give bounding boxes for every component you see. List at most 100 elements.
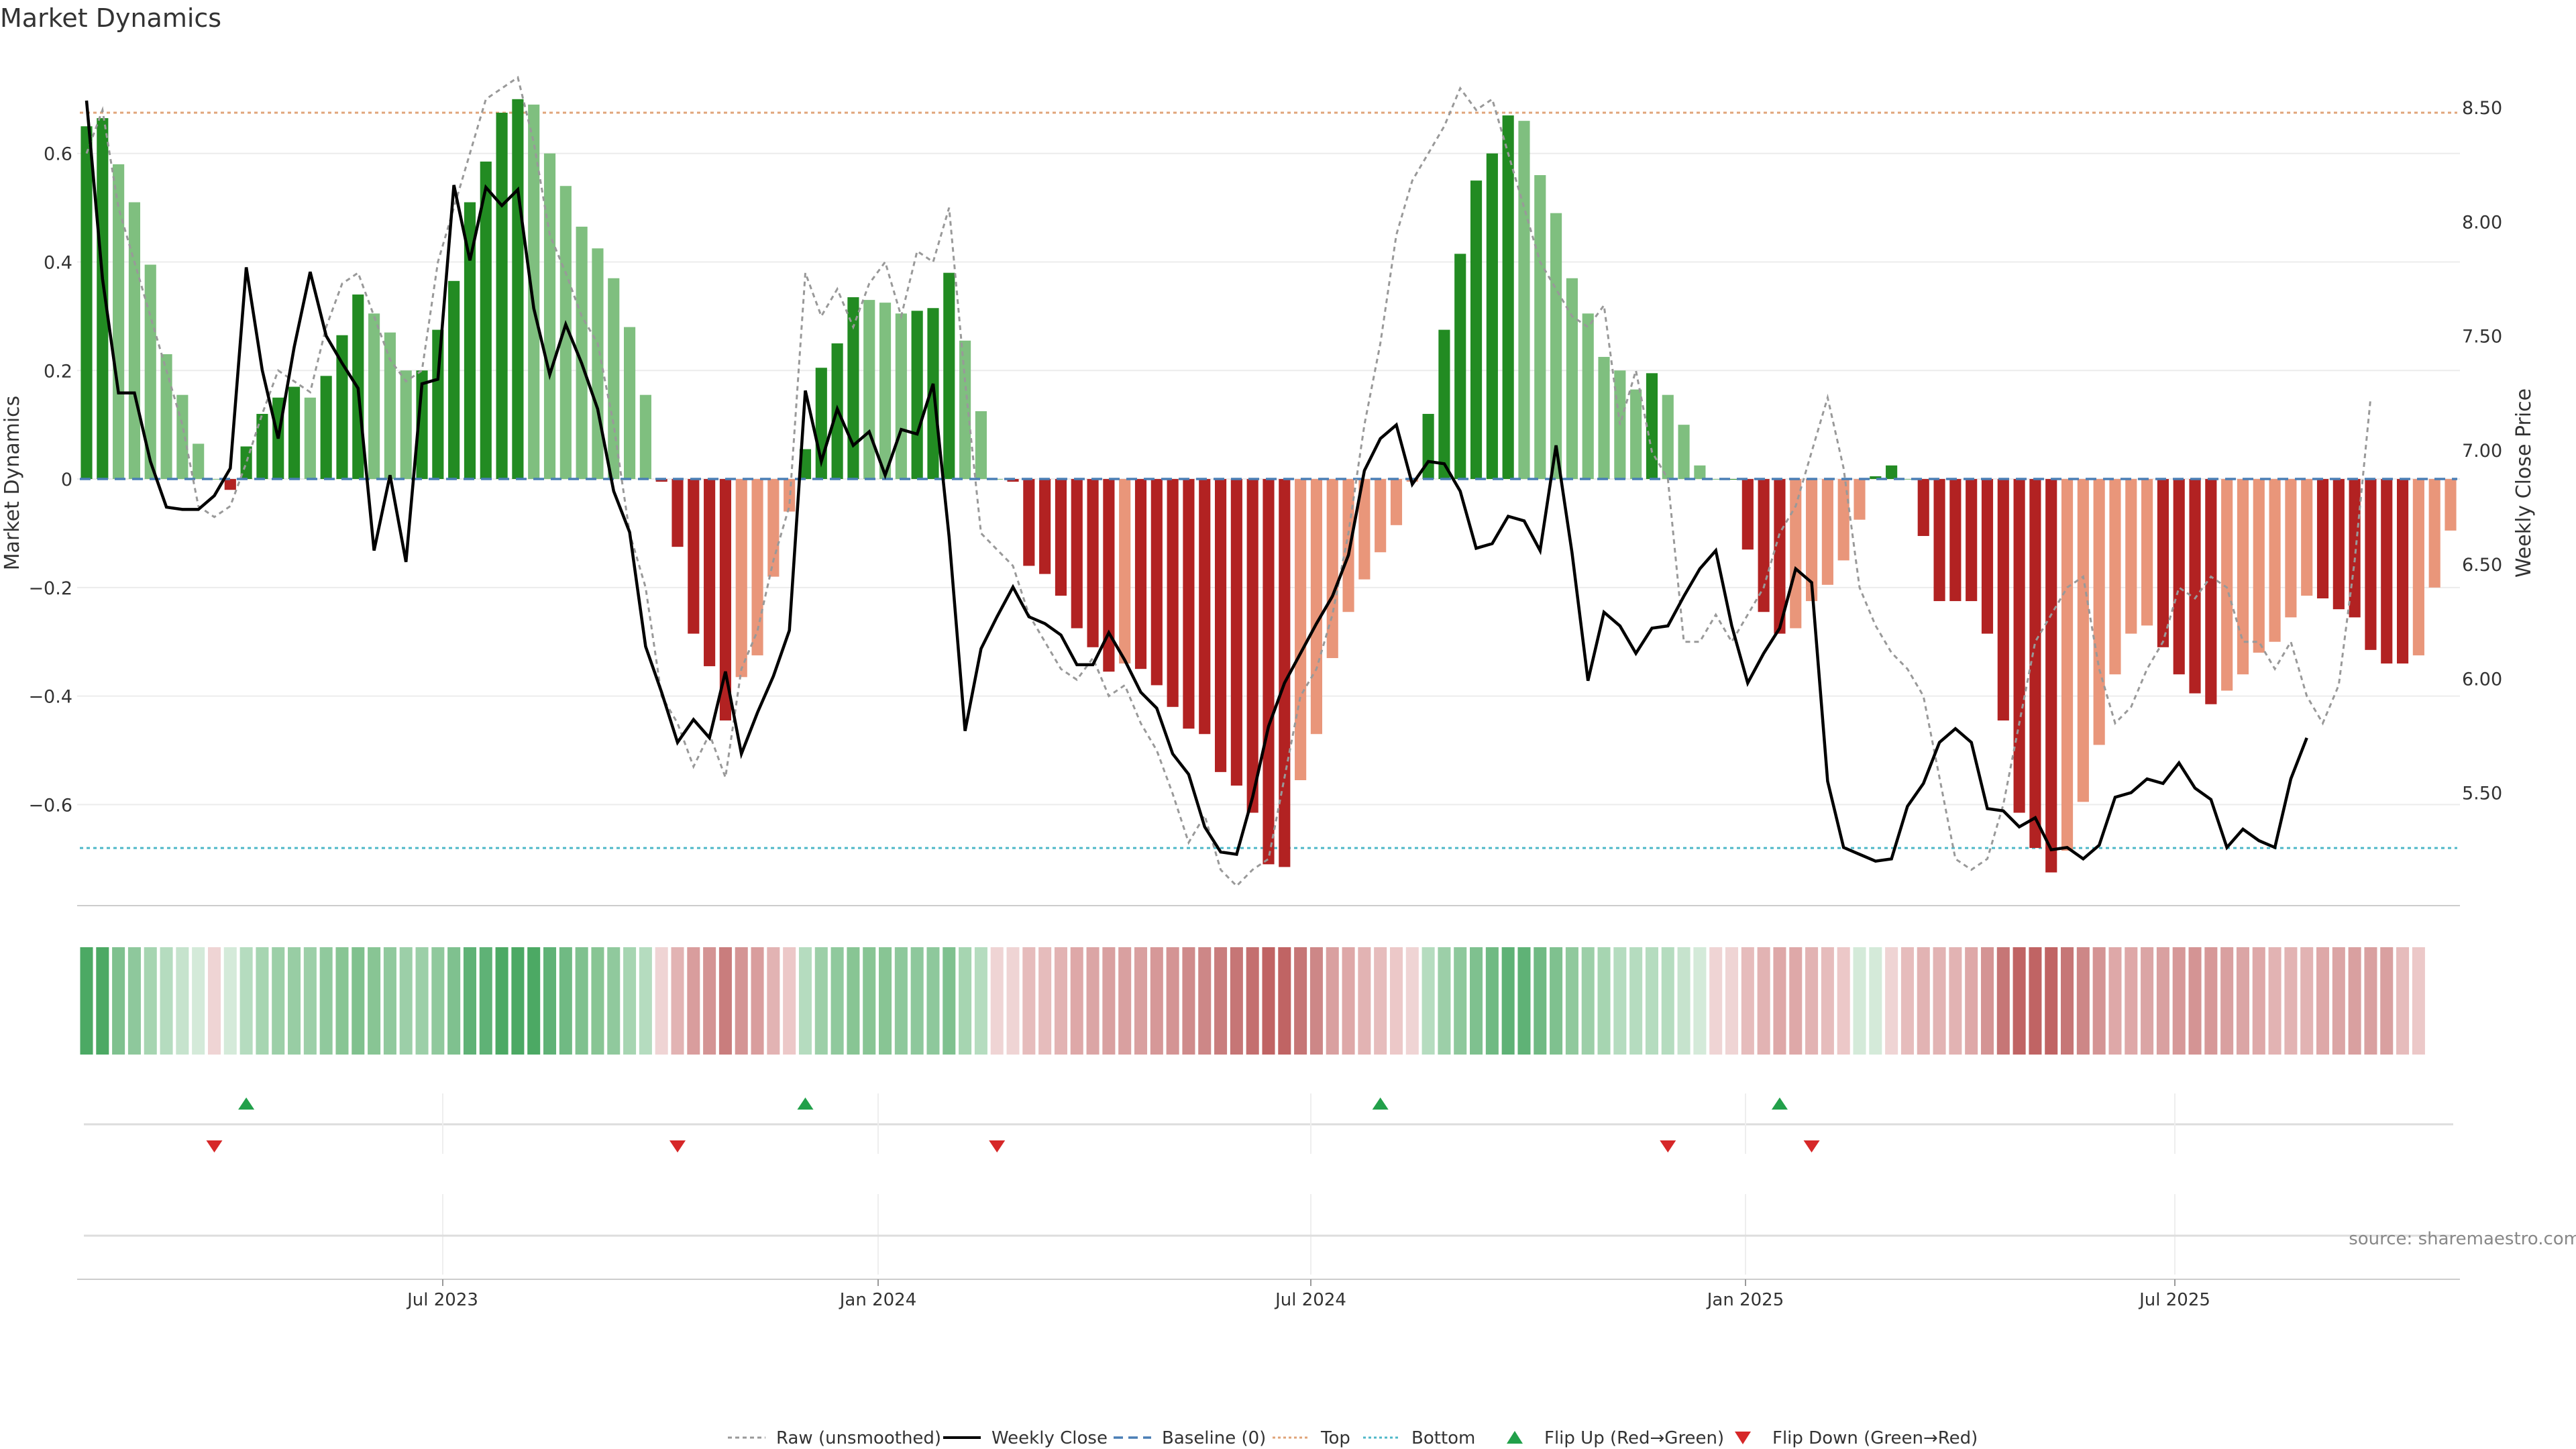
heat-cell [223,947,237,1055]
heat-cell [319,947,333,1055]
dynamics-bar [2077,479,2089,802]
heat-cell [1438,947,1451,1055]
dynamics-bar [2301,479,2313,596]
dynamics-bar [368,313,380,480]
dynamics-bar [1758,479,1770,612]
dynamics-bar [1821,479,1833,585]
heat-cell [288,947,301,1055]
heat-cell [703,947,716,1055]
right-axis-label: Weekly Close Price [2512,388,2536,578]
heat-cell [2156,947,2169,1055]
legend-label: Top [1320,1428,1350,1448]
dynamics-bar [1678,425,1690,480]
dynamics-bar [512,99,524,480]
dynamics-bar [1358,479,1371,580]
heat-cell [830,947,844,1055]
heat-cell [1054,947,1067,1055]
dynamics-bars [80,99,2457,873]
dynamics-bar [1310,479,1323,735]
bottom-panel: Jul 2023 Jan 2024 Jul 2024 Jan 2025 Jul 2025… [77,1229,2576,1310]
dynamics-bar [2396,479,2409,664]
heat-cell [256,947,269,1055]
legend-label: Weekly Close [991,1428,1108,1448]
right-tick-label: 8.50 [2462,98,2502,119]
dynamics-bar [959,340,971,480]
heat-cell [847,947,860,1055]
dynamics-bar [1375,479,1387,553]
dynamics-bar [2045,479,2057,873]
flip-grid-lines [84,1093,2453,1275]
dynamics-bar [1774,479,1786,634]
heat-cell [814,947,828,1055]
dynamics-bar [2093,479,2105,745]
dynamics-bar [240,446,252,480]
heat-cell [798,947,812,1055]
heat-cell [783,947,796,1055]
flip-up-marker [238,1097,255,1110]
heat-cell [767,947,780,1055]
heat-cell [1086,947,1099,1055]
heat-cell [1661,947,1674,1055]
dynamics-bar [1662,394,1674,480]
dynamics-bar [879,303,892,480]
dynamics-bar [288,386,301,480]
flip-down-marker [206,1140,223,1152]
dynamics-bar [1886,465,1898,480]
dynamics-bar [2157,479,2169,647]
dynamics-bar [1119,479,1131,664]
heat-cell [1725,947,1739,1055]
dynamics-bar [1454,254,1466,480]
dynamics-bar [1582,313,1594,480]
chart-title: Market Dynamics [0,3,221,33]
heat-cell [751,947,764,1055]
heat-cell [1246,947,1259,1055]
dynamics-bar [895,313,907,480]
dynamics-bar [1933,479,1945,602]
dynamics-bar [1598,357,1610,480]
dynamics-bar [1550,213,1562,480]
heat-cell [1980,947,1994,1055]
heat-cell [1805,947,1819,1055]
heat-cell [1965,947,1978,1055]
source-note: source: sharemaestro.com [2349,1229,2576,1249]
date-tick-label: Jan 2025 [1706,1290,1784,1310]
dynamics-bar [719,479,732,721]
dynamics-bar [1342,479,1354,612]
dynamics-bar [1023,479,1035,566]
heat-cell [655,947,668,1055]
dynamics-bar [97,118,109,480]
dynamics-bar [1167,479,1179,707]
heat-cell [1501,947,1515,1055]
dynamics-bar [704,479,716,667]
right-tick-label: 6.00 [2462,669,2502,690]
heat-cell [1326,947,1339,1055]
dynamics-bar [2381,479,2393,664]
heat-cell [2061,947,2074,1055]
heat-cell [1996,947,2010,1055]
heat-cell [2172,947,2186,1055]
heat-cell [1342,947,1355,1055]
heat-cell [431,947,445,1055]
heat-cell [1900,947,1914,1055]
legend-swatch-flip-down [1735,1432,1751,1444]
heat-cell [2316,947,2330,1055]
heat-cell [687,947,700,1055]
dynamics-bar [496,113,508,480]
dynamics-bar [1150,479,1163,686]
dynamics-bar [1534,175,1546,480]
heat-cell [1757,947,1770,1055]
date-tick-label: Jul 2023 [406,1290,478,1310]
heat-cell [2236,947,2249,1055]
heat-cell [1837,947,1850,1055]
heat-cell [80,947,93,1055]
dynamics-bar [160,354,172,480]
heat-cell [879,947,892,1055]
left-axis-ticks: 0.6 0.4 0.2 0 −0.2 −0.4 −0.6 [28,144,72,816]
dynamics-bar [448,280,460,480]
heat-cell [1166,947,1179,1055]
dynamics-bar [2365,479,2377,650]
heat-cell [1853,947,1866,1055]
legend-swatch-flip-up [1507,1431,1523,1444]
heat-cell [127,947,141,1055]
dynamics-bar [128,202,141,480]
